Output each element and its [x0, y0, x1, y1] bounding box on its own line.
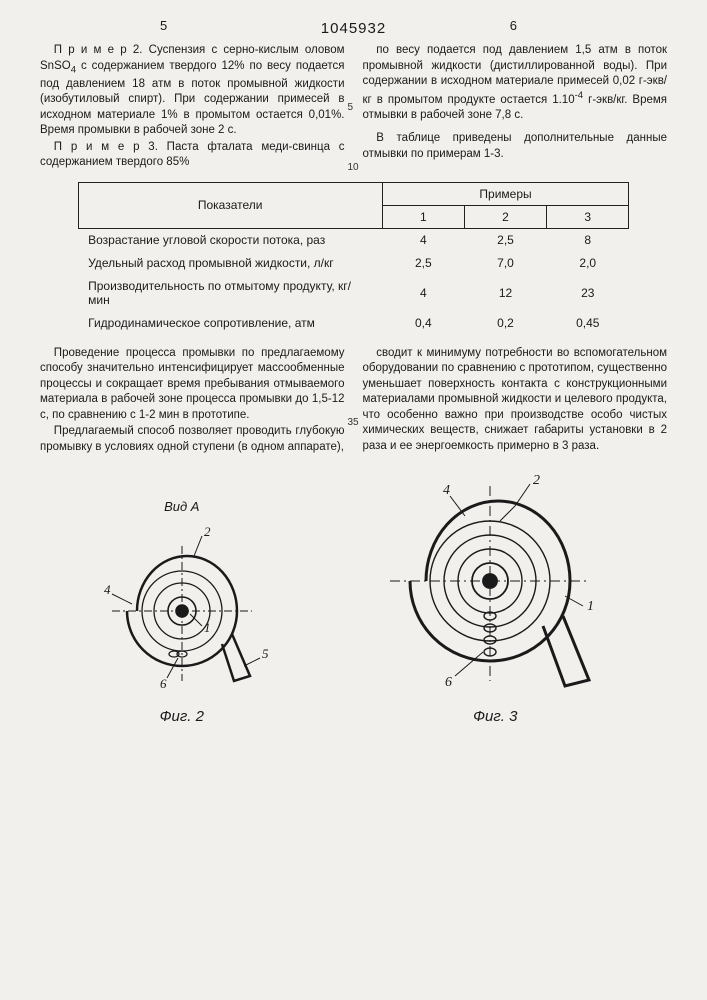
- line-mark-10: 10: [348, 161, 359, 175]
- conclusion-p3: сводит к минимуму потребности во вспомог…: [363, 346, 668, 455]
- figure-2-svg: 2 4 5 6 1: [82, 516, 282, 706]
- table-row: Гидродинамическое сопротивление, атм 0,4…: [78, 311, 629, 334]
- fig2-label-2: 2: [204, 524, 211, 539]
- row-label: Возрастание угловой скорости потока, раз: [78, 228, 382, 251]
- figure-2: Вид A: [82, 499, 282, 725]
- table-head-col1: 1: [382, 205, 464, 228]
- figure-2-title: Вид A: [82, 499, 282, 514]
- cell: 2,5: [382, 251, 464, 274]
- table-head-col2: 2: [464, 205, 546, 228]
- figures-row: Вид A: [40, 466, 667, 725]
- cell: 0,2: [464, 311, 546, 334]
- fig3-label-2: 2: [533, 473, 540, 488]
- figure-3-svg: 4 2 1 6: [365, 466, 625, 706]
- cell: 7,0: [464, 251, 546, 274]
- text: с содержанием твердого 12% по весу подае…: [40, 60, 345, 137]
- top-col-right: по весу подается под давлением 1,5 атм в…: [363, 43, 668, 172]
- cell: 2,0: [547, 251, 629, 274]
- cell: 4: [382, 228, 464, 251]
- example2-paragraph: П р и м е р 2. Суспензия с серно-кислым …: [40, 43, 345, 139]
- table-head-examples: Примеры: [382, 182, 629, 205]
- fig2-label-1: 1: [204, 620, 211, 635]
- cell: 12: [464, 274, 546, 311]
- top-col-left: П р и м е р 2. Суспензия с серно-кислым …: [40, 43, 345, 172]
- data-table: Показатели Примеры 1 2 3 Возрастание угл…: [78, 182, 630, 334]
- cell: 2,5: [464, 228, 546, 251]
- page-number-right: 6: [510, 18, 517, 33]
- fig2-label-5: 5: [262, 646, 269, 661]
- table-head-col3: 3: [547, 205, 629, 228]
- table-intro: В таблице приведены дополнительные данны…: [363, 131, 668, 162]
- header: 5 1045932 6: [40, 20, 667, 37]
- fig2-label-6: 6: [160, 676, 167, 691]
- table-head-indicators: Показатели: [78, 182, 382, 228]
- fig2-label-4: 4: [104, 582, 111, 597]
- table-row: Производительность по отмытому продукту,…: [78, 274, 629, 311]
- bottom-columns: Проведение процесса промывки по предлага…: [40, 346, 667, 457]
- bottom-col-left: Проведение процесса промывки по предлага…: [40, 346, 345, 457]
- cell: 23: [547, 274, 629, 311]
- line-mark-35: 35: [348, 416, 359, 430]
- conclusion-p1: Проведение процесса промывки по предлага…: [40, 346, 345, 424]
- superscript: -4: [575, 90, 584, 101]
- cell: 0,4: [382, 311, 464, 334]
- fig3-label-4: 4: [443, 483, 450, 498]
- table-row: Удельный расход промывной жидкости, л/кг…: [78, 251, 629, 274]
- row-label: Гидродинамическое сопротивление, атм: [78, 311, 382, 334]
- top-columns: П р и м е р 2. Суспензия с серно-кислым …: [40, 43, 667, 172]
- example3-paragraph: П р и м е р 3. Паста фталата меди-свинца…: [40, 140, 345, 171]
- example3-continued: по весу подается под давлением 1,5 атм в…: [363, 43, 668, 123]
- cell: 4: [382, 274, 464, 311]
- document-number: 1045932: [321, 20, 386, 37]
- figure-2-caption: Фиг. 2: [82, 708, 282, 725]
- table-row: Возрастание угловой скорости потока, раз…: [78, 228, 629, 251]
- line-mark-5: 5: [348, 101, 354, 115]
- bottom-col-right: сводит к минимуму потребности во вспомог…: [363, 346, 668, 457]
- row-label: Удельный расход промывной жидкости, л/кг: [78, 251, 382, 274]
- page-number-left: 5: [160, 18, 167, 33]
- page: 5 1045932 6 П р и м е р 2. Суспензия с с…: [0, 0, 707, 1000]
- cell: 8: [547, 228, 629, 251]
- figure-3: 4 2 1 6 Фиг. 3: [365, 466, 625, 725]
- conclusion-p2: Предлагаемый способ позволяет проводить …: [40, 424, 345, 455]
- fig3-label-6: 6: [445, 675, 452, 690]
- cell: 0,45: [547, 311, 629, 334]
- row-label: Производительность по отмытому продукту,…: [78, 274, 382, 311]
- fig3-label-1: 1: [587, 599, 594, 614]
- figure-3-caption: Фиг. 3: [365, 708, 625, 725]
